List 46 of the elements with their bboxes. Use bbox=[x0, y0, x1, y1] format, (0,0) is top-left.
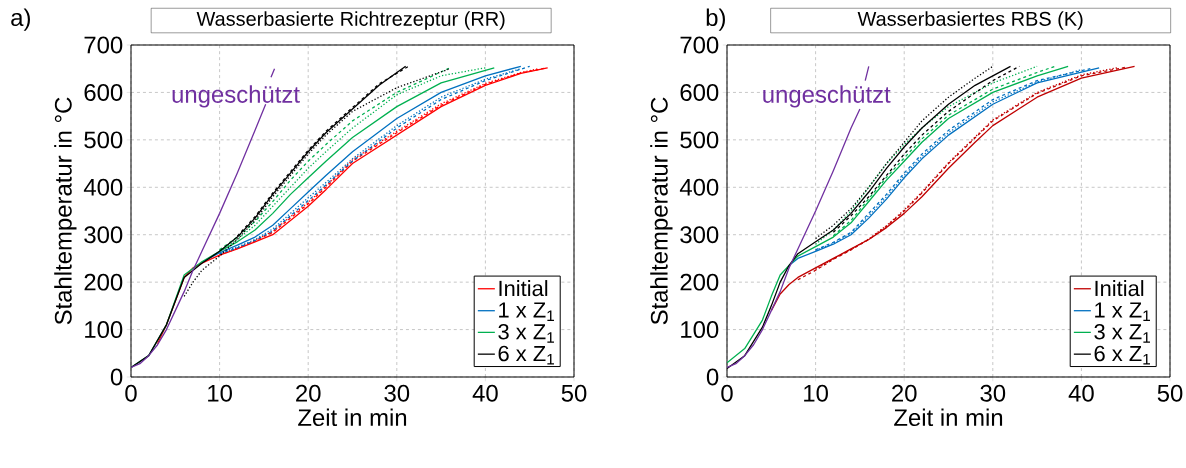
legend-label: Initial bbox=[499, 280, 548, 297]
text: a) bbox=[11, 8, 30, 31]
legend-label: 6 x Z$_{1}$ bbox=[1094, 345, 1150, 365]
y-tick-label: 0 bbox=[706, 368, 719, 386]
y-tick-label: 200 bbox=[680, 273, 719, 291]
y-tick-label: 100 bbox=[681, 321, 719, 339]
chart-title: Wasserbasierte Richtrezeptur (RR) bbox=[196, 11, 505, 30]
x-tick-label: 30 bbox=[384, 384, 410, 402]
legend-label: Initial bbox=[1095, 280, 1144, 297]
y-axis-title: Stahltemperatur in °C bbox=[650, 97, 673, 325]
y-tick-label: 600 bbox=[84, 83, 123, 101]
x-tick-label: 40 bbox=[1068, 384, 1094, 402]
text: b) bbox=[706, 8, 725, 31]
y-tick-label: 400 bbox=[83, 178, 123, 196]
x-tick-label: 0 bbox=[125, 384, 137, 402]
y-tick-label: 600 bbox=[680, 83, 719, 101]
y-tick-label: 300 bbox=[680, 226, 719, 244]
y-tick-label: 700 bbox=[84, 36, 123, 54]
x-tick-label: 20 bbox=[296, 384, 321, 402]
x-axis-title: Zeit in min bbox=[894, 408, 1003, 427]
legend-label: 3 x Z$_{1}$ bbox=[498, 323, 554, 343]
x-tick-label: 10 bbox=[208, 384, 232, 402]
legend-label: 1 x Z$_{1}$ bbox=[499, 302, 554, 321]
x-axis-title: Zeit in min bbox=[298, 408, 407, 427]
y-tick-label: 200 bbox=[84, 273, 123, 291]
x-tick-label: 50 bbox=[1157, 384, 1183, 402]
annotation: ungeschützt bbox=[172, 85, 300, 108]
y-tick-label: 500 bbox=[680, 131, 719, 149]
x-tick-label: 20 bbox=[892, 384, 917, 402]
x-tick-label: 40 bbox=[472, 384, 498, 402]
x-tick-label: 50 bbox=[561, 384, 587, 402]
x-tick-label: 0 bbox=[721, 384, 733, 402]
legend-label: 6 x Z$_{1}$ bbox=[498, 345, 554, 365]
y-tick-label: 0 bbox=[110, 368, 123, 386]
x-tick-label: 10 bbox=[804, 384, 828, 402]
y-tick-label: 300 bbox=[84, 226, 123, 244]
legend-label: 1 x Z$_{1}$ bbox=[1095, 302, 1150, 321]
y-axis-title: Stahltemperatur in °C bbox=[54, 97, 77, 325]
x-tick-label: 30 bbox=[980, 384, 1006, 402]
legend-label: 3 x Z$_{1}$ bbox=[1094, 323, 1150, 343]
y-tick-label: 100 bbox=[85, 321, 123, 339]
chart-title: Wasserbasiertes RBS (K) bbox=[857, 11, 1083, 30]
y-tick-label: 500 bbox=[84, 131, 123, 149]
annotation: ungeschützt bbox=[763, 85, 891, 108]
y-tick-label: 400 bbox=[679, 178, 719, 196]
y-tick-label: 700 bbox=[680, 36, 719, 54]
